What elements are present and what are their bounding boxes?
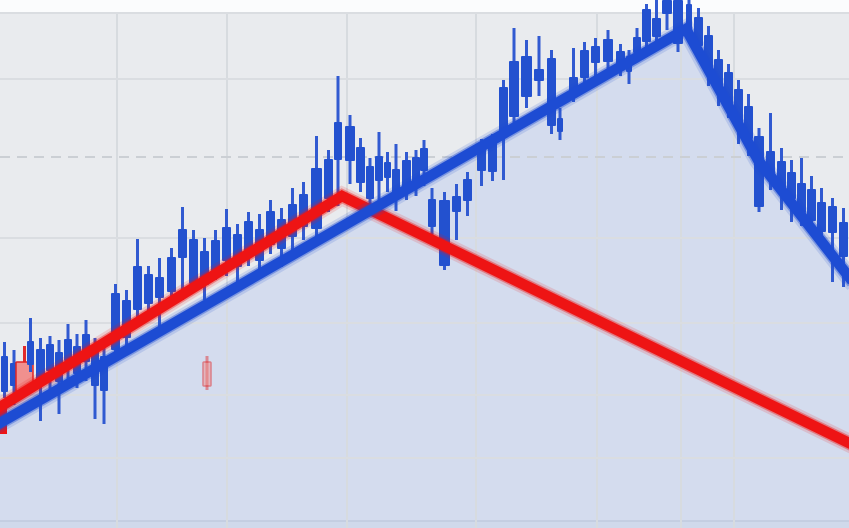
candle-body [428,199,436,227]
candle-body [46,344,54,371]
candle-body [603,39,613,62]
candle-body [477,149,486,171]
candle-body [178,229,187,258]
candle-body [366,166,374,199]
candle-body [817,202,826,232]
candle-body [244,221,253,254]
candle-body [334,122,342,160]
candle-body [642,9,651,42]
candle-body [222,227,231,261]
candle-body [324,159,333,199]
candle-body [155,277,164,298]
red-candle-body [202,361,212,387]
candle-body [652,18,661,37]
top-margin-band [0,0,849,13]
candle-body [521,56,532,97]
candle-body [452,196,461,212]
candle-body [420,148,428,171]
candle-body [27,341,34,365]
candle-body [662,0,672,14]
red-trendline [0,190,849,449]
candle-body [211,240,220,271]
candle-body [591,46,600,63]
bottom-axis-band [0,521,849,528]
candle-body [144,274,153,304]
candle-body [557,118,563,132]
candle-body [828,206,837,233]
candle-body [534,69,544,81]
candle-body [488,142,497,172]
candle-body [463,179,472,201]
candle-body [36,349,45,381]
candle-body [189,239,198,284]
candle-body [345,126,355,161]
area-fill-under-blue-line [0,29,849,528]
candle-body [167,257,176,292]
candle-body [839,222,848,257]
candle-body [509,61,519,117]
candle-body [1,356,8,392]
candle-body [580,50,589,78]
candle-body [633,37,641,53]
candle-body [807,189,816,221]
blue-trendline [0,21,849,430]
candle-body [375,156,383,181]
candle-body [133,266,142,310]
candle-body [64,339,72,361]
candle-body [384,162,391,178]
candle-body [499,87,508,133]
candle-body [356,147,365,183]
